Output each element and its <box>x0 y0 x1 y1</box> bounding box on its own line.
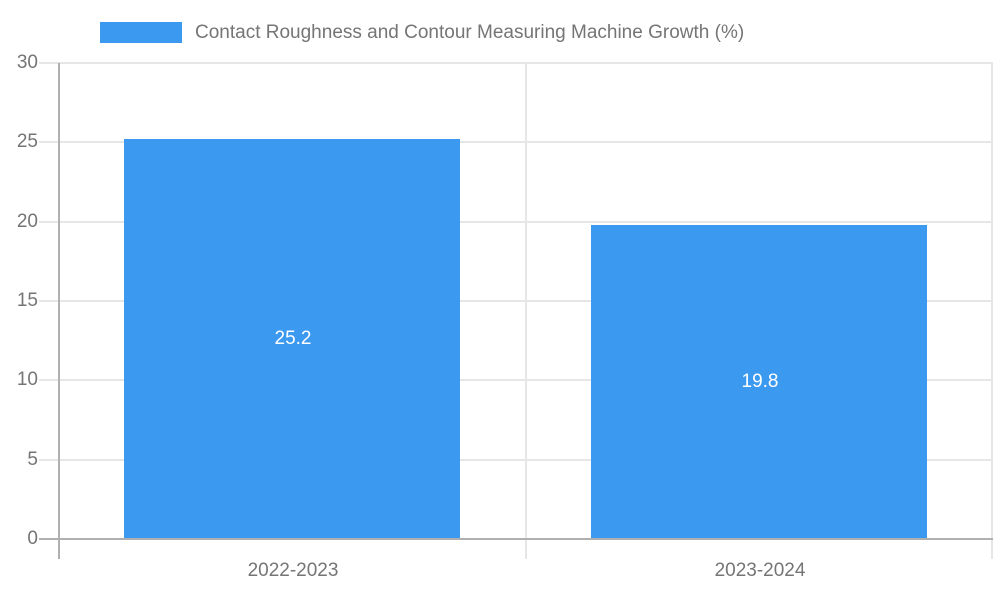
x-gridline <box>991 63 993 559</box>
y-gridline <box>39 62 993 64</box>
y-gridline <box>39 459 993 461</box>
x-axis-category-label: 2022-2023 <box>247 560 339 581</box>
y-axis-tick-label: 20 <box>16 211 38 232</box>
legend-swatch[interactable] <box>100 22 182 43</box>
y-gridline <box>39 221 993 223</box>
y-axis-tick-label: 5 <box>27 449 38 470</box>
y-axis-tick-label: 0 <box>27 528 38 549</box>
bar-value-label: 19.8 <box>741 371 779 392</box>
legend-label: Contact Roughness and Contour Measuring … <box>195 22 745 43</box>
y-gridline <box>39 141 993 143</box>
y-axis-tick-label: 25 <box>16 131 38 152</box>
y-axis-tick-label: 10 <box>16 369 38 390</box>
y-gridline <box>39 379 993 381</box>
y-axis-tick-label: 15 <box>16 290 38 311</box>
bar[interactable] <box>124 139 460 539</box>
bar-value-label: 25.2 <box>274 328 312 349</box>
y-axis-line <box>58 63 60 559</box>
x-gridline <box>525 63 527 559</box>
x-axis-line <box>39 538 993 540</box>
bar[interactable] <box>591 225 927 539</box>
y-gridline <box>39 300 993 302</box>
legend[interactable]: Contact Roughness and Contour Measuring … <box>100 22 744 43</box>
x-axis-category-label: 2023-2024 <box>714 560 806 581</box>
y-axis-tick-label: 30 <box>16 52 38 73</box>
